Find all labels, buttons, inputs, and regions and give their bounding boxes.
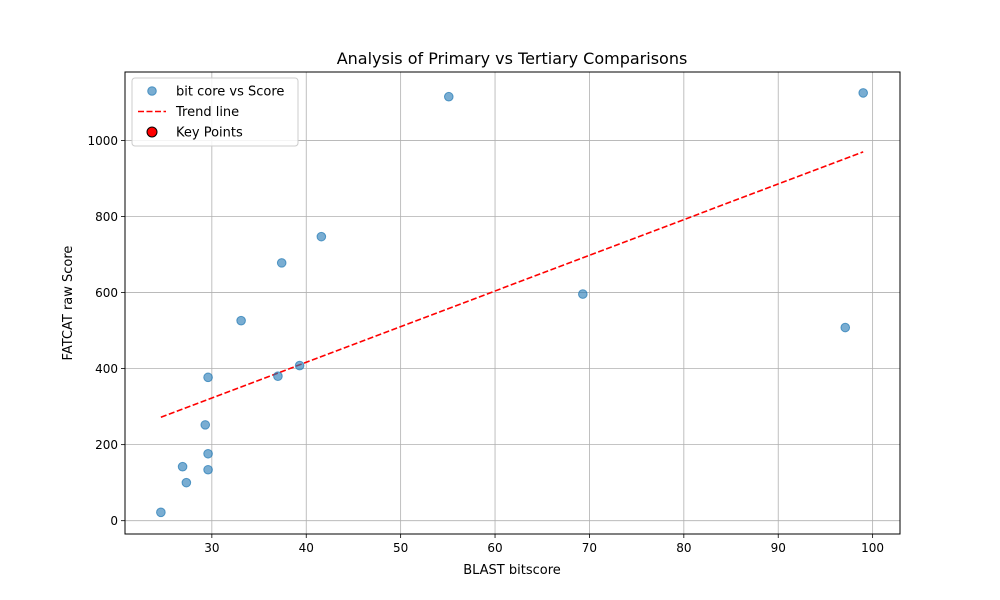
data-point bbox=[156, 507, 166, 518]
data-point bbox=[273, 371, 283, 381]
data-point bbox=[443, 91, 454, 102]
data-point bbox=[200, 420, 211, 430]
x-tick-label: 80 bbox=[676, 541, 691, 555]
x-tick-label: 60 bbox=[487, 541, 502, 555]
legend-label: Key Points bbox=[176, 126, 243, 141]
legend-box bbox=[131, 77, 299, 147]
y-tick-label: 200 bbox=[95, 438, 118, 452]
legend-points-swatch bbox=[147, 86, 157, 96]
data-point bbox=[181, 477, 192, 488]
y-tick-label: 400 bbox=[95, 362, 118, 376]
y-axis-ticks: 0 200 400 600 800 1000 bbox=[87, 134, 125, 528]
y-tick-label: 800 bbox=[95, 210, 118, 224]
trend-line bbox=[160, 151, 864, 419]
grid bbox=[125, 72, 900, 534]
data-point bbox=[203, 464, 213, 475]
data-point bbox=[276, 258, 287, 268]
x-tick-label: 70 bbox=[582, 541, 597, 555]
legend-label: Trend line bbox=[175, 105, 239, 120]
trend-line-layer bbox=[160, 151, 864, 419]
plot-frame bbox=[124, 71, 901, 535]
legend-label: bit core vs Score bbox=[176, 85, 284, 100]
legend: bit core vs Score Trend line Key Points bbox=[131, 77, 299, 147]
data-point bbox=[236, 315, 246, 326]
data-point bbox=[840, 322, 851, 333]
x-tick-label: 90 bbox=[771, 541, 786, 555]
y-tick-label: 600 bbox=[95, 286, 118, 300]
x-axis-ticks: 30 40 50 60 70 80 90 100 bbox=[204, 534, 884, 555]
data-point bbox=[203, 372, 213, 383]
chart-title: Analysis of Primary vs Tertiary Comparis… bbox=[337, 49, 688, 68]
data-point bbox=[203, 448, 213, 459]
data-point bbox=[294, 360, 305, 371]
x-axis-label: BLAST bitscore bbox=[463, 563, 561, 578]
x-tick-label: 100 bbox=[861, 541, 884, 555]
x-tick-label: 30 bbox=[204, 541, 219, 555]
y-axis-label: FATCAT raw Score bbox=[61, 246, 76, 361]
data-point bbox=[177, 461, 188, 472]
data-points bbox=[156, 88, 868, 518]
data-point bbox=[578, 289, 588, 299]
data-point bbox=[316, 231, 327, 242]
legend-key-points-swatch bbox=[146, 126, 158, 138]
y-tick-label: 1000 bbox=[87, 134, 118, 148]
data-point bbox=[858, 88, 868, 98]
x-tick-label: 40 bbox=[299, 541, 314, 555]
x-tick-label: 50 bbox=[393, 541, 408, 555]
y-tick-label: 0 bbox=[110, 514, 118, 528]
